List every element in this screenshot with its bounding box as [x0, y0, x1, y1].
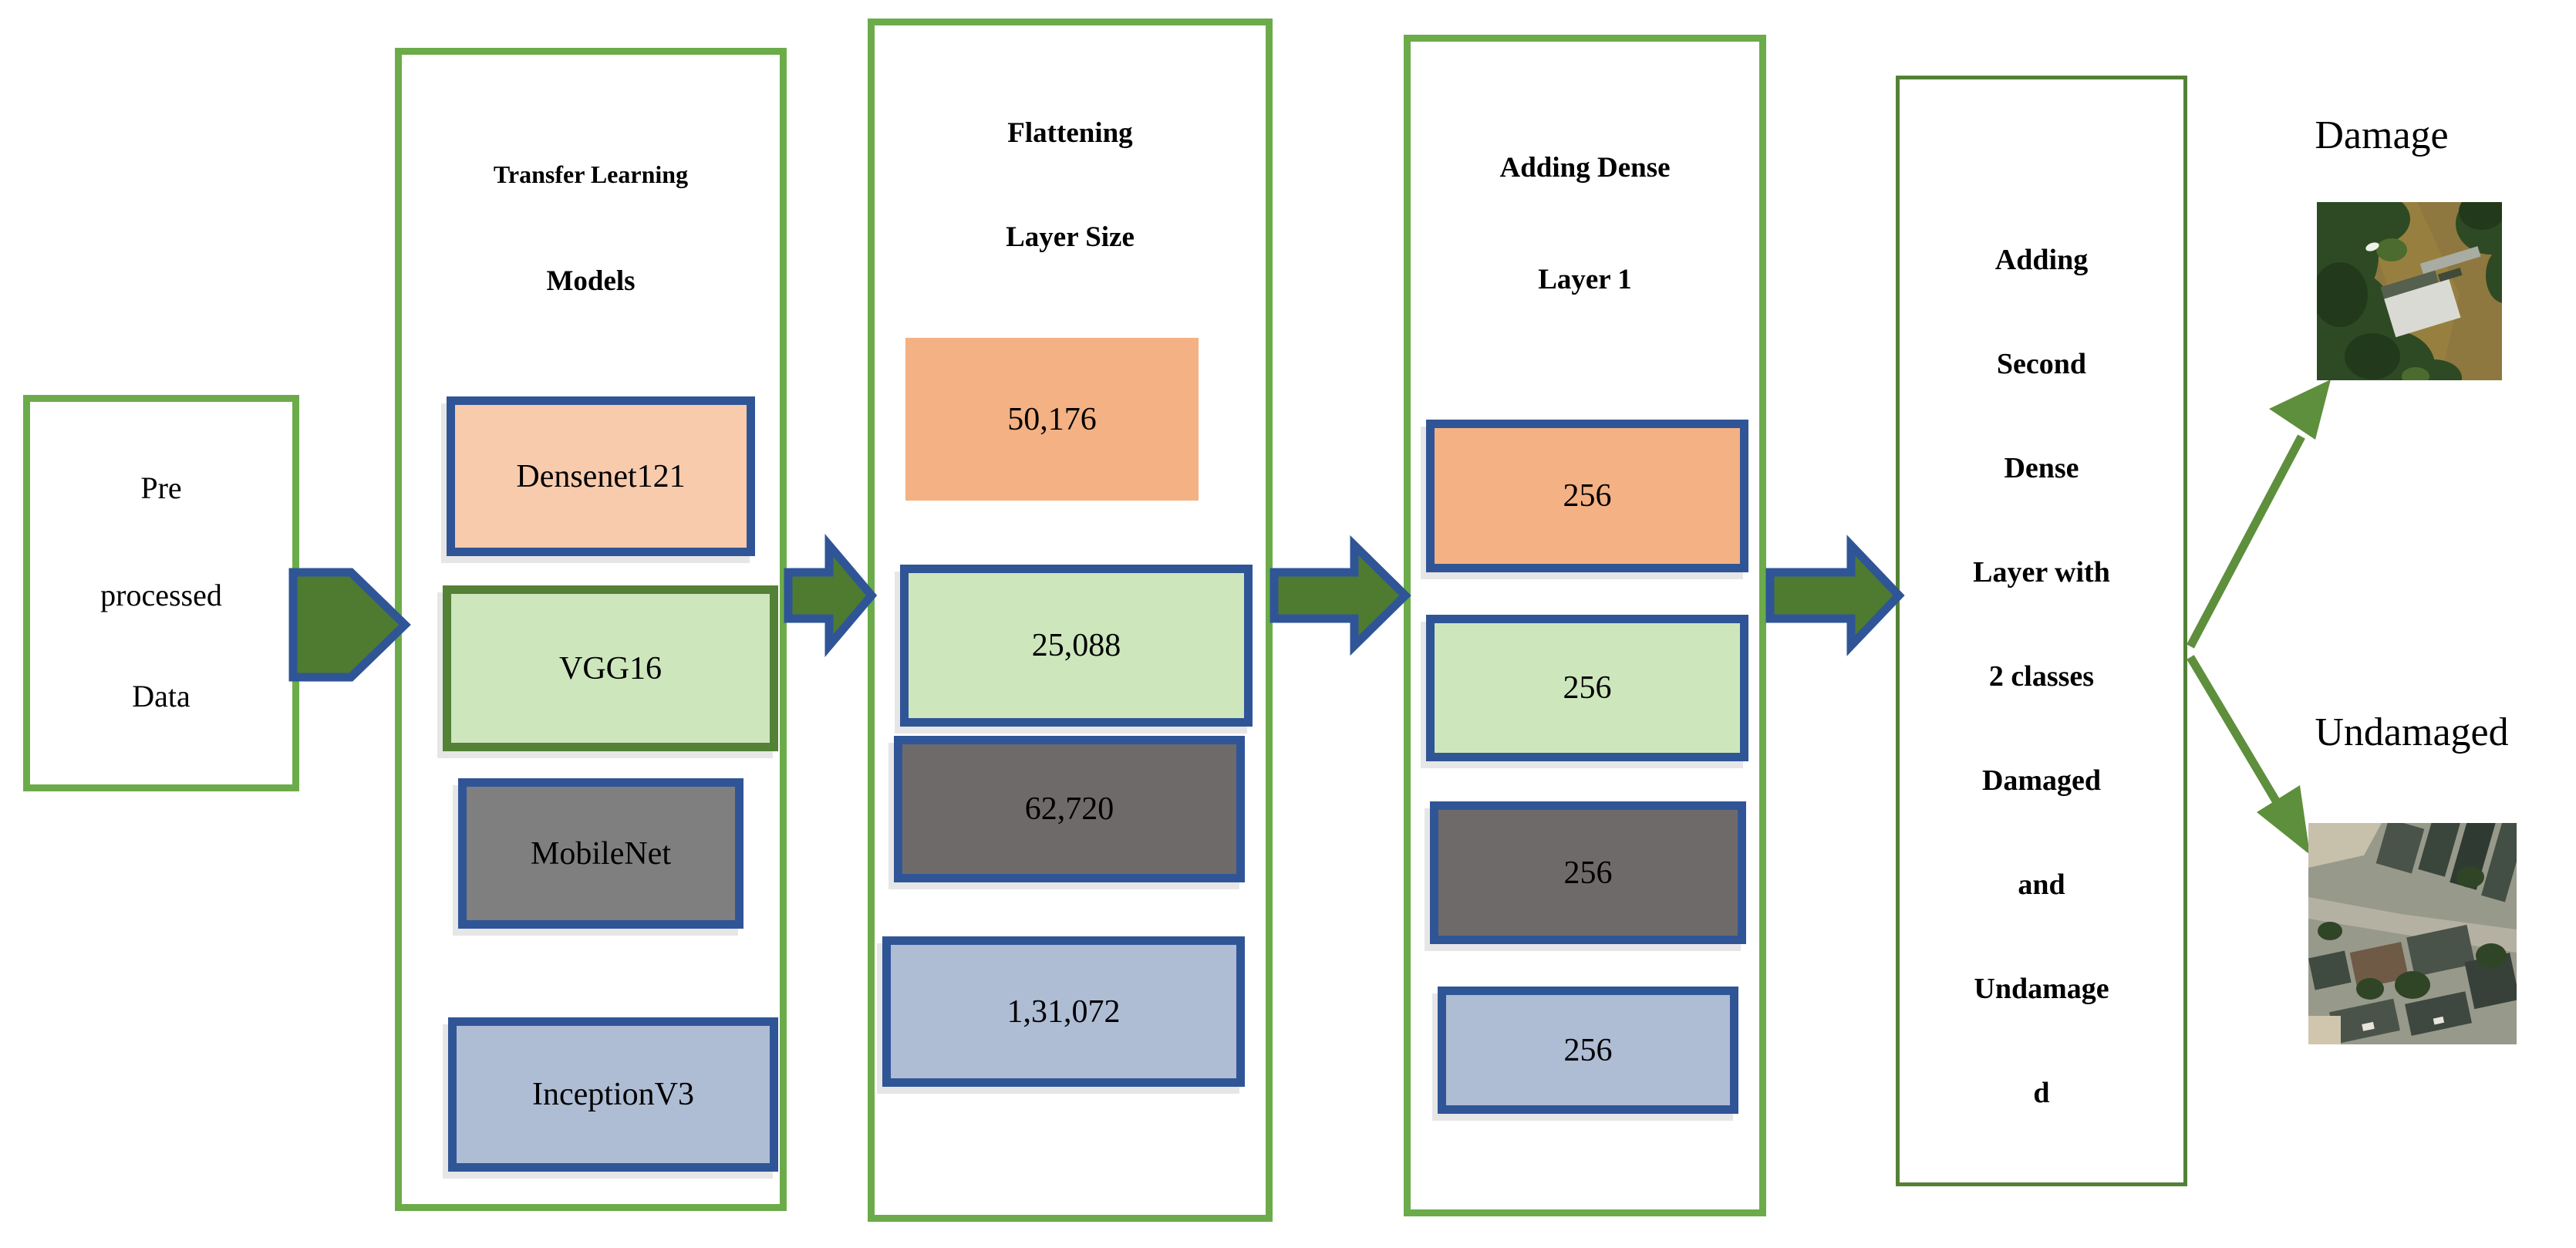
flow-arrow-3-icon [1269, 535, 1411, 656]
dense2-line-4: Layer with [1973, 556, 2110, 589]
preprocessed-line-3: Data [132, 679, 191, 713]
flow-arrow-1-icon [288, 568, 411, 682]
model-box-inceptionv3: InceptionV3 [448, 1017, 778, 1172]
dense1-box-mobilenet: 256 [1430, 801, 1746, 944]
column-flattening-layer-size: Flattening Layer Size 50,176 25,088 62,7… [868, 19, 1273, 1222]
model-box-densenet121: Densenet121 [447, 396, 755, 556]
flatten-box-vgg16: 25,088 [900, 565, 1253, 727]
dense1-units: 256 [1563, 670, 1612, 706]
model-label: Densenet121 [516, 458, 686, 494]
flatten-size: 25,088 [1031, 628, 1121, 663]
line-arrow-undamaged-icon [2187, 655, 2310, 855]
dense2-line-7: and [2018, 869, 2065, 901]
flatten-box-inceptionv3: 1,31,072 [882, 936, 1245, 1087]
column-title: Adding Dense [1499, 152, 1671, 184]
preprocessed-data-box: Pre processed Data [23, 395, 299, 791]
dense1-box-densenet: 256 [1426, 420, 1748, 572]
flatten-size: 50,176 [1007, 401, 1097, 437]
dense1-box-vgg16: 256 [1426, 615, 1748, 761]
column-title: Flattening [1007, 117, 1133, 149]
flatten-box-densenet: 50,176 [905, 338, 1199, 501]
flatten-size: 62,720 [1024, 791, 1114, 827]
dense2-line-9: d [2033, 1077, 2050, 1109]
column-title: Models [546, 265, 636, 297]
dense2-line-2: Second [1996, 348, 2087, 380]
dense2-line-3: Dense [2004, 452, 2079, 484]
dense1-units: 256 [1563, 478, 1612, 514]
preprocessed-line-2: processed [100, 578, 222, 612]
output-label-damage: Damage [2315, 113, 2449, 157]
model-label: MobileNet [531, 835, 671, 872]
column-title: Transfer Learning [493, 160, 689, 188]
dense2-line-1: Adding [1994, 244, 2089, 276]
column-adding-second-dense-layer: Adding Second Dense Layer with 2 classes… [1896, 76, 2187, 1186]
flatten-size: 1,31,072 [1006, 993, 1121, 1030]
model-label: VGG16 [559, 650, 662, 686]
output-label-undamaged: Undamaged [2315, 710, 2509, 754]
dense1-units: 256 [1563, 1032, 1613, 1068]
model-box-mobilenet: MobileNet [458, 778, 743, 929]
flow-arrow-4-icon [1765, 535, 1905, 656]
damage-photo [2317, 202, 2502, 380]
column-title: Layer Size [1006, 221, 1135, 253]
undamaged-photo [2308, 823, 2517, 1044]
preprocessed-line-1: Pre [140, 471, 182, 505]
dense1-units: 256 [1563, 855, 1613, 891]
column-title: Layer 1 [1538, 264, 1632, 295]
flatten-box-mobilenet: 62,720 [894, 736, 1245, 882]
model-box-vgg16: VGG16 [443, 585, 778, 751]
model-label: InceptionV3 [532, 1077, 694, 1112]
line-arrow-damage-icon [2187, 379, 2331, 649]
dense2-line-5: 2 classes [1988, 660, 2095, 693]
flow-arrow-2-icon [784, 533, 878, 658]
dense1-box-inceptionv3: 256 [1438, 987, 1738, 1114]
column-adding-dense-layer-1: Adding Dense Layer 1 256 256 256 256 [1404, 35, 1766, 1216]
dense2-line-8: Undamage [1974, 973, 2109, 1005]
dense2-line-6: Damaged [1981, 764, 2102, 797]
